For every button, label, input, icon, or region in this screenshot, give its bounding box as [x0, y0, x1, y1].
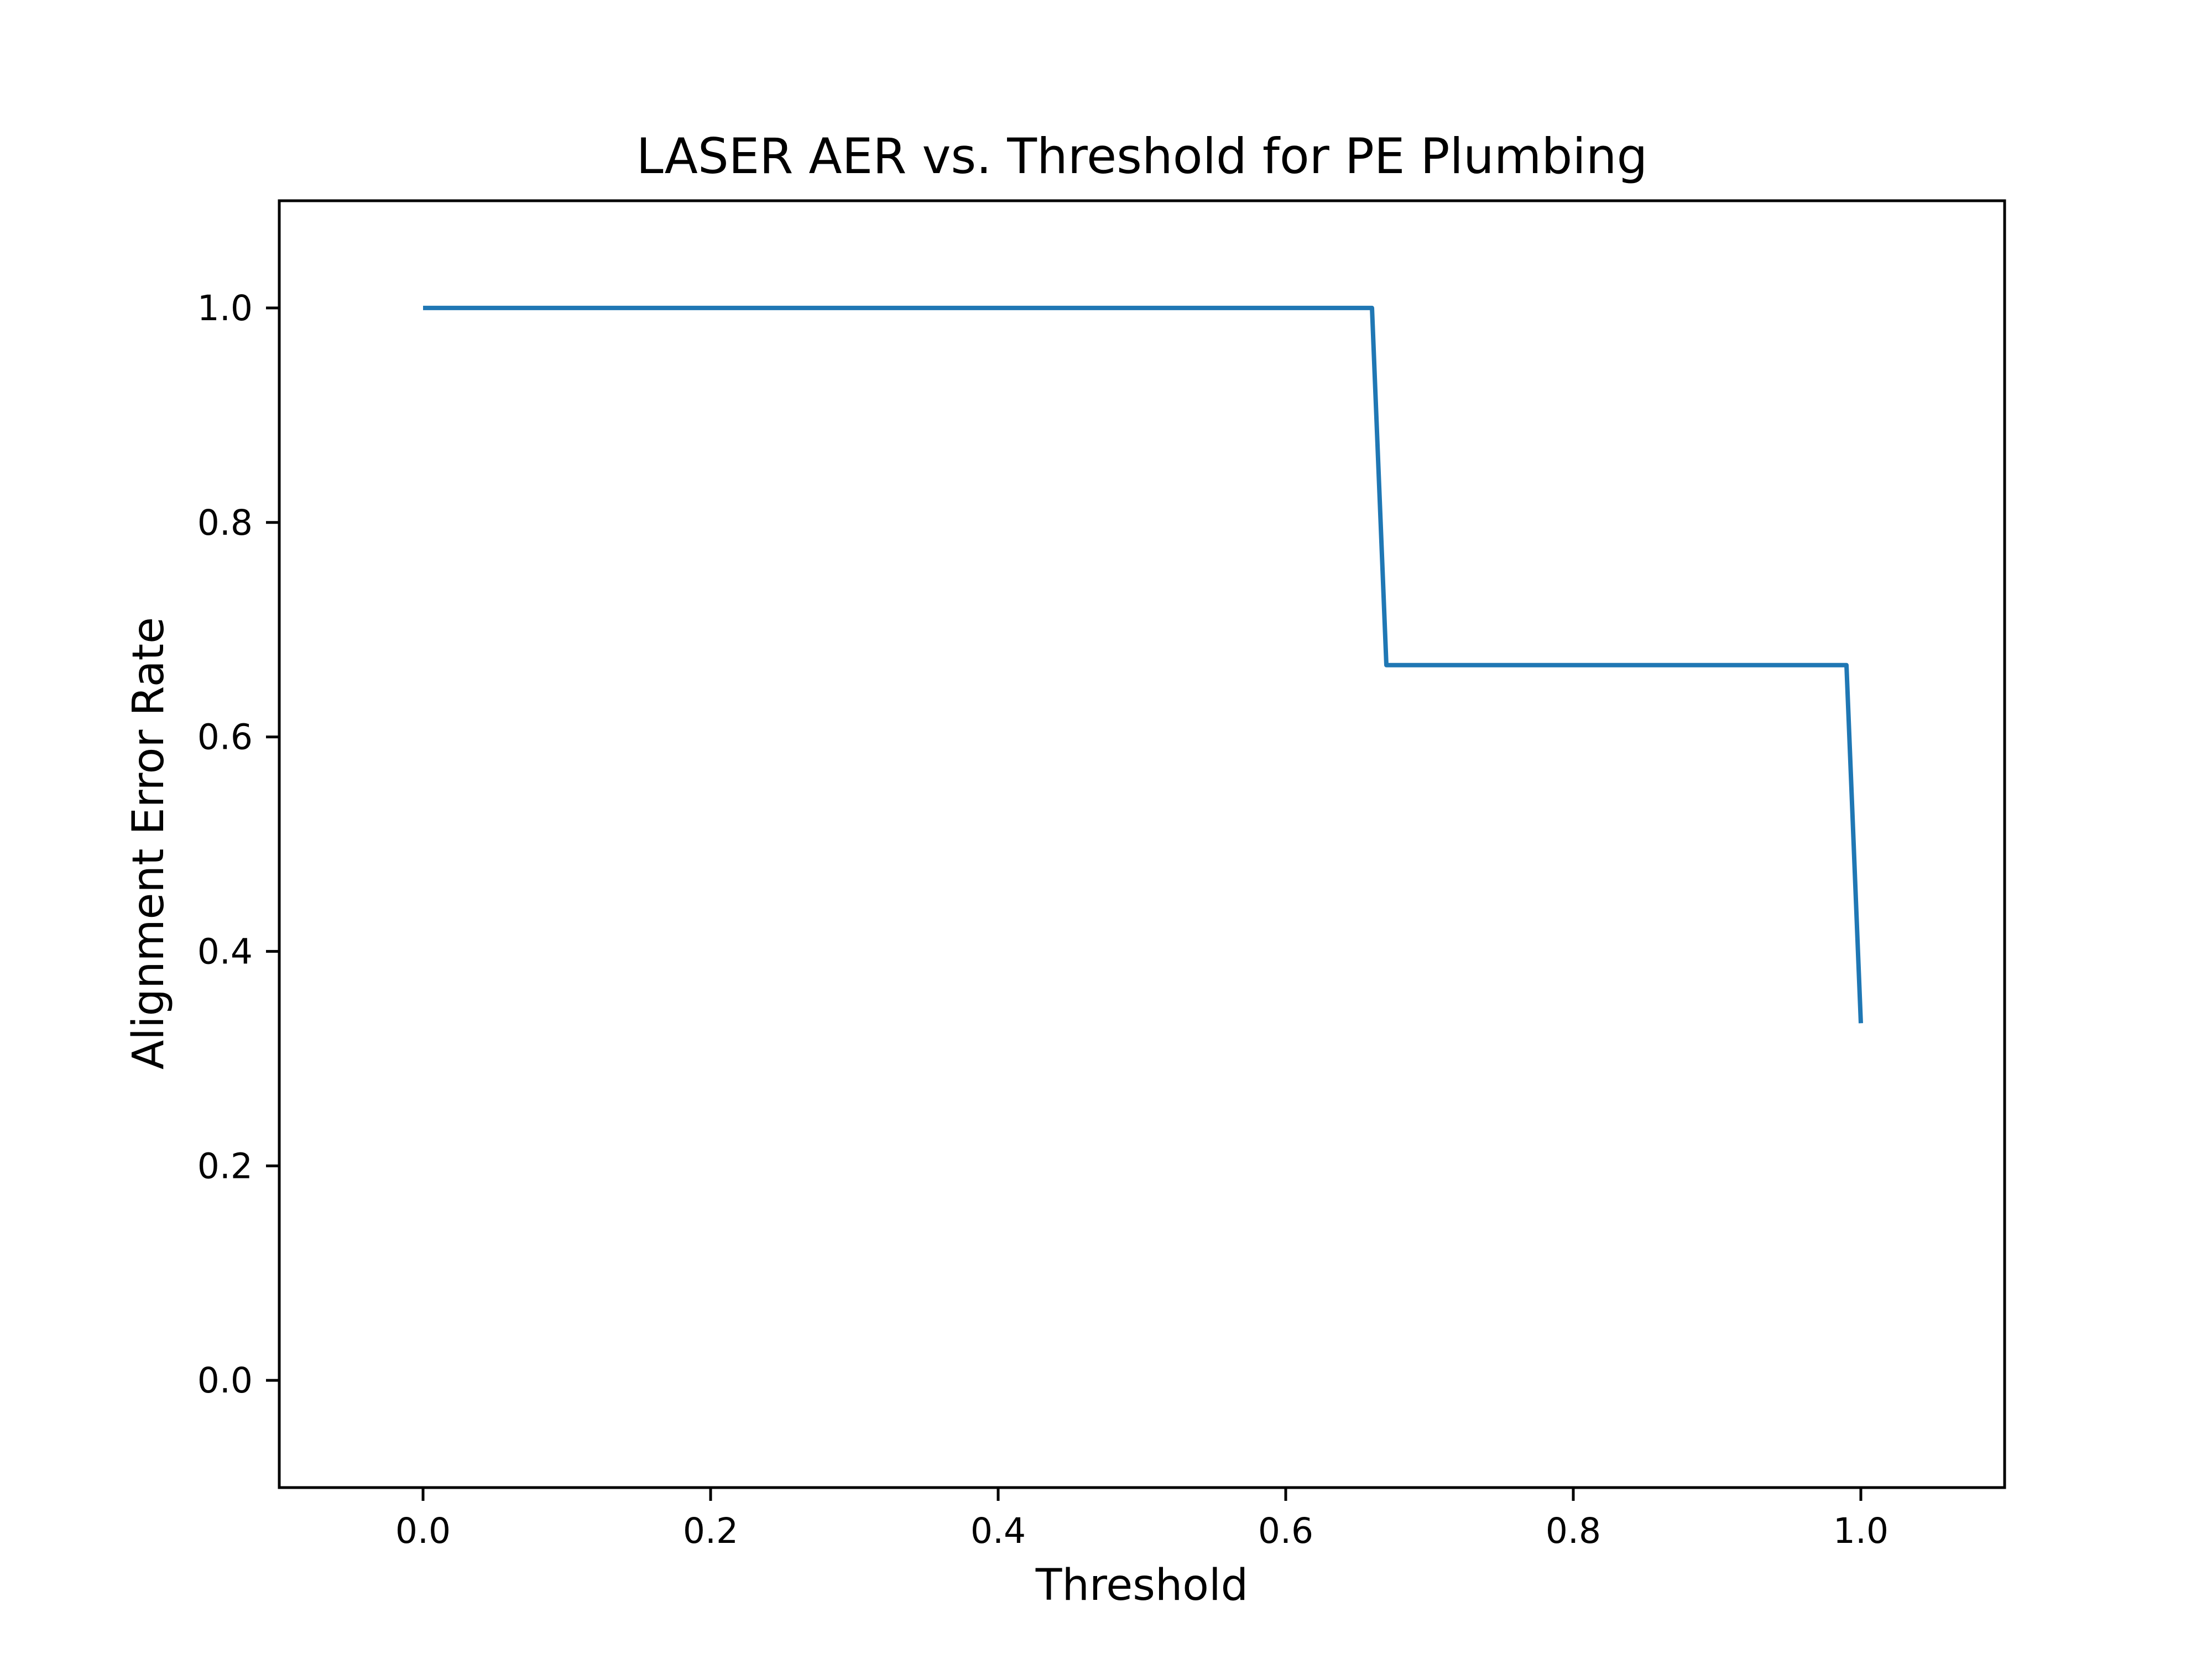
x-axis: 0.0 0.2 0.4 0.6 0.8 1.0: [395, 1488, 1888, 1551]
y-tick-label: 0.6: [197, 717, 253, 758]
plot-area: [278, 199, 2006, 1489]
y-tick-label: 0.4: [197, 931, 253, 972]
y-tick-label: 1.0: [197, 288, 253, 328]
x-tick-label: 1.0: [1833, 1511, 1888, 1551]
y-tick-label: 0.2: [197, 1146, 253, 1186]
y-axis-label: Alignment Error Rate: [124, 617, 174, 1070]
x-tick-label: 0.6: [1258, 1511, 1313, 1551]
plot-frame: [278, 199, 2006, 1489]
x-tick-label: 0.8: [1546, 1511, 1601, 1551]
y-tick-label: 0.0: [197, 1360, 253, 1401]
x-tick-label: 0.4: [971, 1511, 1026, 1551]
y-tick-label: 0.8: [197, 503, 253, 543]
chart-title: LASER AER vs. Threshold for PE Plumbing: [637, 128, 1648, 185]
x-tick-label: 0.2: [683, 1511, 738, 1551]
series-layer: [423, 305, 1863, 1024]
x-axis-label: Threshold: [1035, 1561, 1248, 1610]
y-axis: 0.0 0.2 0.4 0.6 0.8 1.0: [197, 288, 279, 1401]
series-line: [423, 305, 1863, 1024]
x-tick-label: 0.0: [395, 1511, 451, 1551]
